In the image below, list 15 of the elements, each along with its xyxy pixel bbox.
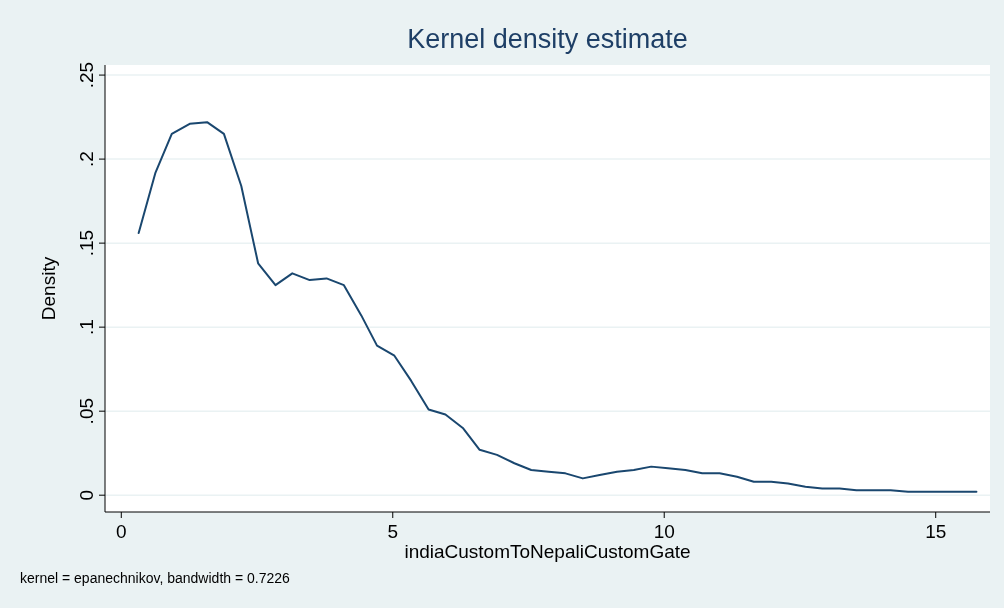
x-tick-label: 0 bbox=[116, 521, 127, 542]
line-series bbox=[137, 121, 978, 493]
y-tick-label: 0 bbox=[76, 489, 97, 501]
chart-title: Kernel density estimate bbox=[407, 24, 688, 54]
y-tick-label: .2 bbox=[76, 151, 97, 168]
y-tick-label: .15 bbox=[76, 229, 97, 257]
x-tick-label: 15 bbox=[925, 521, 947, 542]
y-tick-label: .05 bbox=[76, 397, 97, 425]
text: kernel = epanechnikov, bandwidth = 0.7226 bbox=[20, 570, 291, 586]
y-tick-label: .1 bbox=[76, 319, 97, 336]
y-axis-title: Density bbox=[38, 256, 59, 321]
x-tick-label: 10 bbox=[653, 521, 675, 542]
x-axis-title: indiaCustomToNepaliCustomGate bbox=[404, 541, 691, 562]
y-tick-label: .25 bbox=[76, 61, 97, 89]
x-tick-label: 5 bbox=[387, 521, 399, 542]
